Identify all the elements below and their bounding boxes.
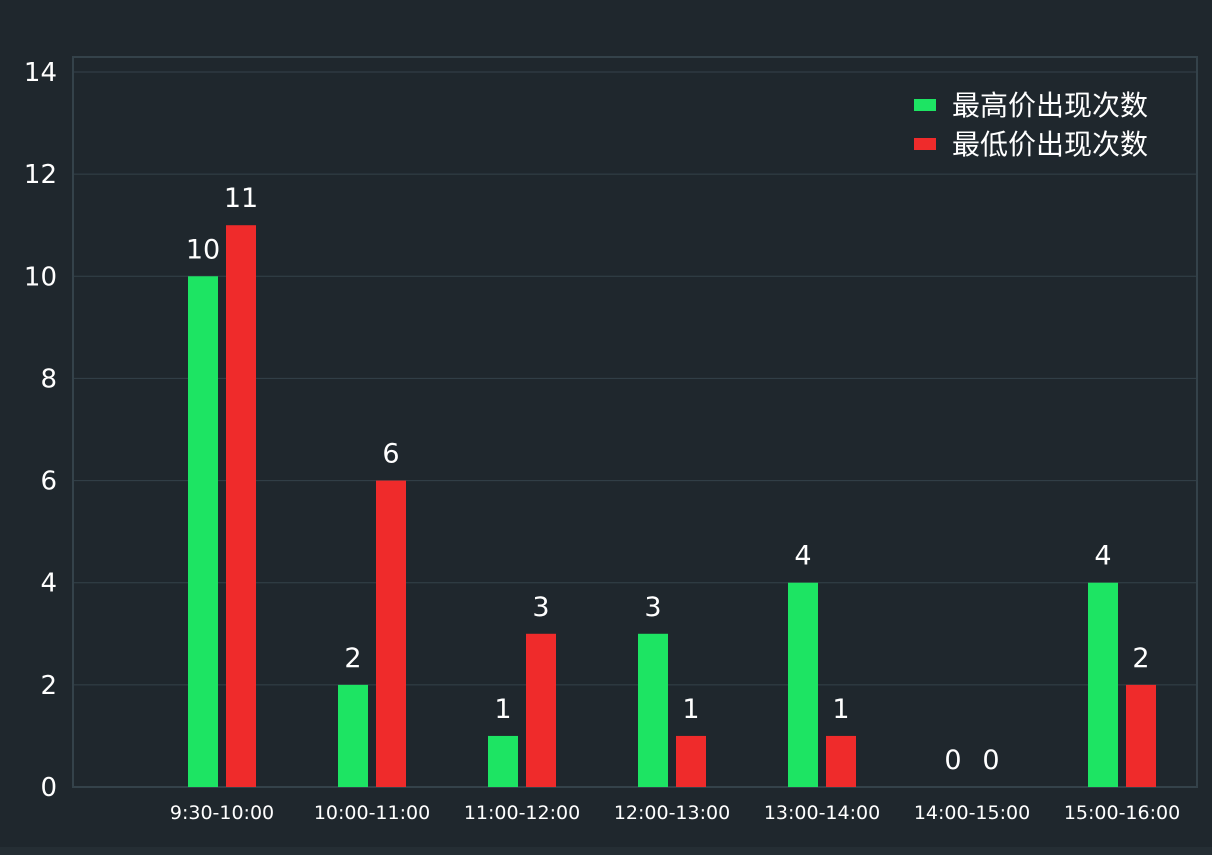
y-tick-label: 10: [24, 262, 57, 292]
legend-label: 最低价出现次数: [952, 128, 1148, 161]
bar: [338, 684, 368, 787]
data-label: 4: [794, 541, 811, 572]
data-label: 1: [494, 694, 511, 725]
data-label: 2: [344, 643, 361, 674]
y-tick-label: 6: [40, 467, 57, 497]
data-label: 6: [382, 439, 399, 470]
data-label: 3: [532, 592, 549, 623]
bar: [638, 633, 668, 787]
bar: [376, 480, 406, 787]
x-tick-label: 11:00-12:00: [464, 802, 580, 824]
y-tick-label: 4: [40, 569, 57, 599]
x-tick-label: 14:00-15:00: [914, 802, 1030, 824]
data-label: 11: [224, 183, 258, 214]
data-label: 1: [682, 694, 699, 725]
x-tick-label: 9:30-10:00: [170, 802, 274, 824]
bar: [1126, 684, 1156, 787]
bar: [826, 735, 856, 787]
y-tick-label: 14: [24, 58, 57, 88]
data-label: 0: [944, 745, 961, 776]
x-axis: 9:30-10:00 10:00-11:00 11:00-12:00 12:00-13…: [170, 802, 1180, 824]
bar: [188, 276, 218, 787]
data-label: 1: [832, 694, 849, 725]
bar: [788, 582, 818, 787]
data-label: 2: [1132, 643, 1149, 674]
x-tick-label: 12:00-13:00: [614, 802, 730, 824]
y-tick-label: 12: [24, 160, 57, 190]
x-tick-label: 13:00-14:00: [764, 802, 880, 824]
y-tick-label: 8: [40, 364, 57, 394]
x-tick-label: 15:00-16:00: [1064, 802, 1180, 824]
bar: [526, 633, 556, 787]
y-tick-label: 2: [40, 671, 57, 701]
data-label: 4: [1094, 541, 1111, 572]
grid-lines: [72, 56, 1198, 788]
data-label: 3: [644, 592, 661, 623]
x-tick-label: 10:00-11:00: [314, 802, 430, 824]
legend-swatch: [914, 138, 936, 150]
bar: [226, 225, 256, 787]
data-label: 10: [186, 234, 220, 265]
y-axis: 0 2 4 6 8 10 12 14: [24, 58, 57, 803]
bars: [188, 225, 1156, 787]
legend-label: 最高价出现次数: [952, 89, 1148, 122]
bar: [488, 735, 518, 787]
bar: [676, 735, 706, 787]
bar: [1088, 582, 1118, 787]
data-label: 0: [982, 745, 999, 776]
bottom-strip: [0, 847, 1212, 855]
y-tick-label: 0: [40, 773, 57, 803]
legend-swatch: [914, 99, 936, 111]
